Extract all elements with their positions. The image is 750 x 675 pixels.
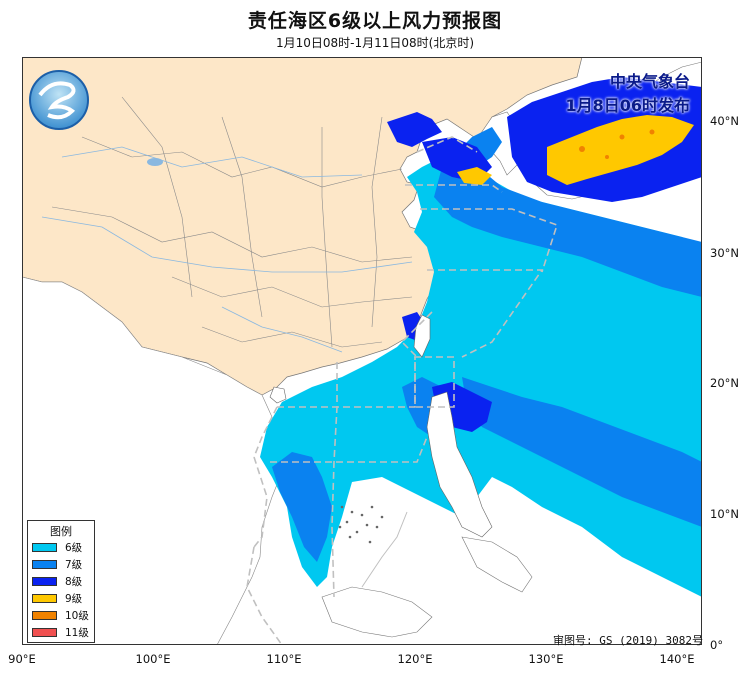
- legend-item: 6级: [28, 539, 94, 556]
- legend-swatch: [32, 594, 57, 603]
- y-tick-label: 10°N: [710, 507, 739, 521]
- hainan-land: [269, 386, 287, 404]
- legend-swatch: [32, 628, 57, 637]
- legend-swatch: [32, 577, 57, 586]
- x-tick-label: 110°E: [266, 652, 302, 666]
- legend-item: 9级: [28, 590, 94, 607]
- y-tick-label: 20°N: [710, 376, 739, 390]
- wind-zone-6-main: [260, 149, 702, 597]
- legend-swatch: [32, 543, 57, 552]
- map-approval-number: 审图号: GS (2019) 3082号: [553, 634, 703, 647]
- legend-label: 9级: [65, 593, 83, 605]
- wind-zone-7: [434, 162, 702, 297]
- x-tick-label: 90°E: [8, 652, 36, 666]
- x-tick-label: 130°E: [528, 652, 564, 666]
- issue-time: 1月8日06时发布: [565, 96, 690, 115]
- x-tick-label: 120°E: [397, 652, 433, 666]
- legend-swatch: [32, 560, 57, 569]
- legend-label: 11级: [65, 627, 89, 639]
- legend-label: 10级: [65, 610, 89, 622]
- legend-label: 6级: [65, 542, 83, 554]
- philippines-land: [426, 391, 493, 538]
- cma-logo-icon: [29, 70, 89, 130]
- wind-forecast-map: [22, 57, 702, 645]
- legend-item: 8级: [28, 573, 94, 590]
- taiwan-land: [413, 314, 431, 358]
- wind-zone-9: [547, 115, 694, 185]
- y-tick-label: 30°N: [710, 246, 739, 260]
- x-tick-label: 100°E: [135, 652, 171, 666]
- legend-swatch: [32, 611, 57, 620]
- legend-title: 图例: [50, 525, 72, 538]
- issuer-label: 中央气象台 1月8日06时发布: [565, 70, 690, 118]
- legend-label: 8级: [65, 576, 83, 588]
- page-title: 责任海区6级以上风力预报图: [247, 10, 503, 32]
- y-tick-label: 0°: [710, 638, 724, 652]
- legend-item: 10级: [28, 607, 94, 624]
- legend-item: 7级: [28, 556, 94, 573]
- issuer-name: 中央气象台: [609, 72, 690, 91]
- legend-label: 7级: [65, 559, 83, 571]
- page-subtitle: 1月10日08时-1月11日08时(北京时): [275, 36, 475, 50]
- y-tick-label: 40°N: [710, 114, 739, 128]
- legend: 图例 6级 7级 8级 9级 10级 11级: [27, 520, 95, 643]
- x-tick-label: 140°E: [659, 652, 695, 666]
- legend-item: 11级: [28, 624, 94, 641]
